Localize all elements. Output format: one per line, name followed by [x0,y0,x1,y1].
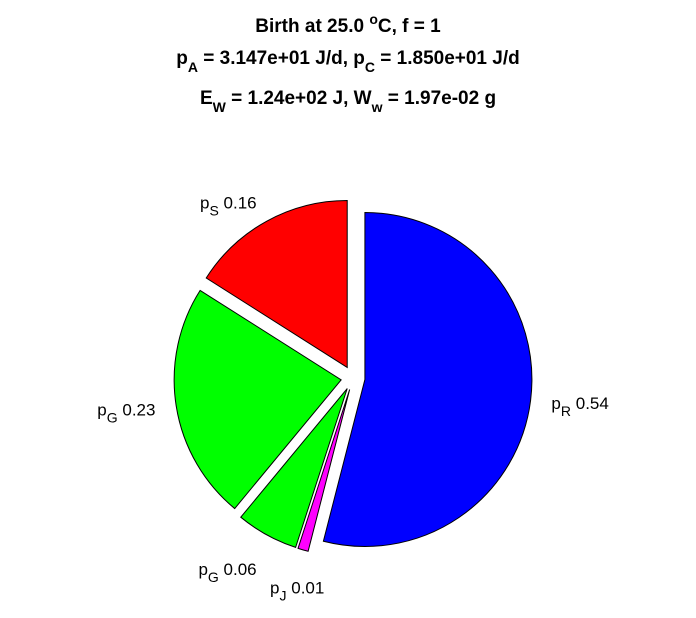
title-part: Birth at 25.0 [255,16,369,37]
pie-slice [205,199,348,369]
label-value: 0.16 [224,194,257,213]
title-subscript: A [188,59,198,75]
label-name: p [270,578,279,597]
pie-slice [240,388,348,548]
label-subscript: G [208,569,219,585]
title-subscript: W [213,99,227,115]
label-name: p [200,194,209,213]
label-subscript: J [280,587,287,603]
title-subscript: C [365,59,375,75]
label-value: 0.01 [291,578,324,597]
label-subscript: S [209,203,218,219]
slice-label: pJ 0.01 [270,578,324,603]
label-subscript: G [107,409,118,425]
pie-slice [173,289,342,510]
label-value: 0.54 [576,394,609,413]
title-part: = 3.147e+01 J/d, p [198,48,365,69]
title-part: = 1.24e+02 J, W [226,88,372,109]
title-line: Birth at 25.0 oC, f = 1 [255,11,441,37]
label-name: p [198,560,207,579]
title-part: = 1.97e-02 g [383,88,497,109]
pie-slice [322,212,533,548]
title-subscript: w [371,99,383,115]
title-line: EW = 1.24e+02 J, Ww = 1.97e-02 g [200,88,496,115]
slice-label: pS 0.16 [200,194,257,219]
slice-label: pG 0.06 [198,560,256,585]
slice-label: pG 0.23 [97,400,155,425]
title-superscript: o [369,11,378,27]
slice-label: pR 0.54 [551,394,608,419]
label-value: 0.23 [122,400,155,419]
title-line: pA = 3.147e+01 J/d, pC = 1.850e+01 J/d [176,48,519,75]
label-value: 0.06 [224,560,257,579]
title-part: p [176,48,188,69]
label-name: p [97,400,106,419]
pie-slice [297,389,351,552]
title-part: C, f = 1 [378,16,441,37]
title-part: E [200,88,213,109]
title-part: = 1.850e+01 J/d [375,48,520,69]
label-name: p [551,394,560,413]
label-subscript: R [561,403,571,419]
